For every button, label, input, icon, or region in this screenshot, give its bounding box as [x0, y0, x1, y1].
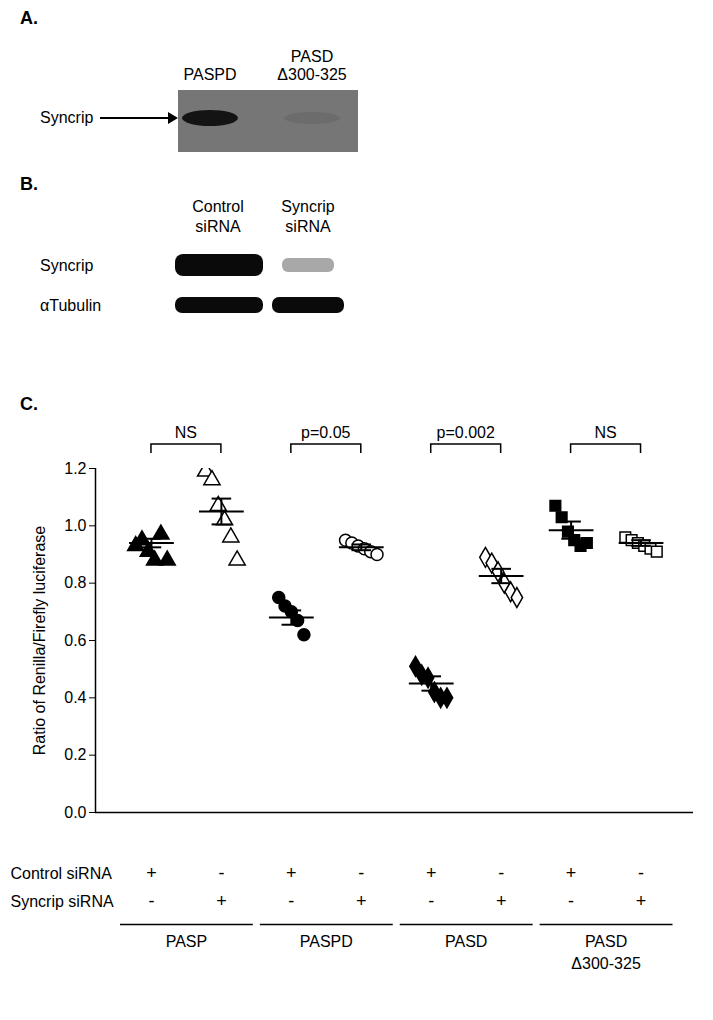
svg-text:0.8: 0.8 — [64, 574, 86, 591]
svg-text:Ratio of Renilla/Firefly lucif: Ratio of Renilla/Firefly luciferase — [31, 526, 48, 756]
svg-text:-: - — [148, 891, 154, 911]
svg-text:Syncrip: Syncrip — [40, 257, 93, 274]
svg-text:-: - — [358, 863, 364, 883]
svg-text:-: - — [218, 863, 224, 883]
svg-text:PASP: PASP — [166, 933, 208, 950]
svg-text:siRNA: siRNA — [285, 218, 331, 235]
svg-text:+: + — [286, 863, 297, 883]
svg-text:PASPD: PASPD — [183, 66, 236, 83]
svg-text:Control siRNA: Control siRNA — [11, 865, 113, 882]
svg-text:Δ300-325: Δ300-325 — [571, 955, 641, 972]
svg-text:+: + — [566, 863, 577, 883]
svg-text:1.0: 1.0 — [64, 517, 86, 534]
svg-text:B.: B. — [20, 174, 38, 194]
svg-text:1.2: 1.2 — [64, 460, 86, 477]
svg-text:+: + — [496, 891, 507, 911]
svg-text:PASPD: PASPD — [300, 933, 353, 950]
svg-text:-: - — [498, 863, 504, 883]
svg-text:+: + — [426, 863, 437, 883]
svg-text:0.6: 0.6 — [64, 632, 86, 649]
svg-text:Control: Control — [192, 198, 244, 215]
svg-text:Δ300-325: Δ300-325 — [277, 66, 347, 83]
svg-text:0.0: 0.0 — [64, 804, 86, 821]
svg-text:p=0.05: p=0.05 — [301, 424, 350, 441]
svg-text:+: + — [216, 891, 227, 911]
svg-text:+: + — [636, 891, 647, 911]
svg-text:PASD: PASD — [585, 933, 627, 950]
svg-text:-: - — [568, 891, 574, 911]
svg-text:PASD: PASD — [445, 933, 487, 950]
svg-text:+: + — [146, 863, 157, 883]
svg-text:C.: C. — [20, 394, 38, 414]
svg-text:PASD: PASD — [291, 48, 333, 65]
svg-text:-: - — [288, 891, 294, 911]
svg-text:-: - — [428, 891, 434, 911]
svg-text:-: - — [638, 863, 644, 883]
svg-text:siRNA: siRNA — [195, 218, 241, 235]
svg-text:+: + — [356, 891, 367, 911]
svg-text:p=0.002: p=0.002 — [437, 424, 495, 441]
svg-text:0.4: 0.4 — [64, 689, 86, 706]
svg-text:0.2: 0.2 — [64, 746, 86, 763]
svg-text:Syncrip siRNA: Syncrip siRNA — [11, 893, 114, 910]
svg-text:Syncrip: Syncrip — [281, 198, 334, 215]
svg-text:Syncrip: Syncrip — [40, 109, 93, 126]
svg-text:NS: NS — [594, 424, 616, 441]
svg-text:NS: NS — [175, 424, 197, 441]
svg-text:αTubulin: αTubulin — [40, 297, 101, 314]
svg-text:A.: A. — [20, 8, 38, 28]
